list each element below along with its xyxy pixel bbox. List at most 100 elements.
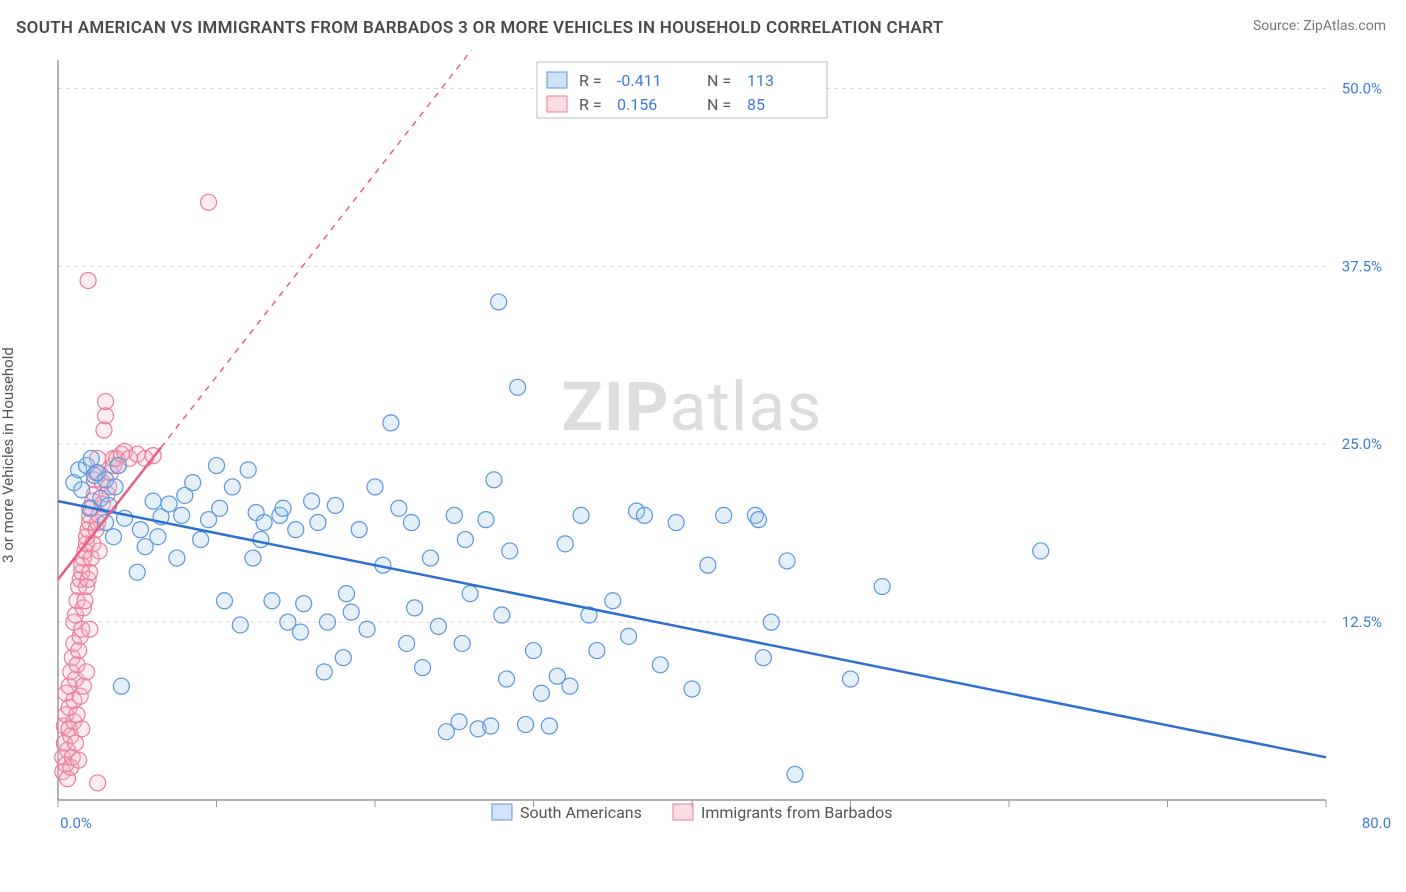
data-point bbox=[668, 515, 684, 531]
data-point bbox=[335, 650, 351, 666]
data-point bbox=[74, 721, 90, 737]
source-link[interactable]: ZipAtlas.com bbox=[1303, 18, 1386, 34]
data-point bbox=[755, 650, 771, 666]
data-point bbox=[874, 579, 890, 595]
data-point bbox=[486, 472, 502, 488]
data-point bbox=[457, 532, 473, 548]
data-point bbox=[343, 604, 359, 620]
data-point bbox=[557, 536, 573, 552]
scatter-plot-area: 12.5%25.0%37.5%50.0%ZIPatlas0.0%80.0%R =… bbox=[52, 50, 1392, 840]
data-point bbox=[338, 586, 354, 602]
data-point bbox=[185, 475, 201, 491]
data-point bbox=[403, 515, 419, 531]
legend-swatch bbox=[492, 804, 512, 820]
legend-label: Immigrants from Barbados bbox=[701, 803, 893, 822]
data-point bbox=[296, 596, 312, 612]
data-point bbox=[91, 543, 107, 559]
data-point bbox=[253, 532, 269, 548]
data-point bbox=[636, 507, 652, 523]
stats-n-value: 85 bbox=[747, 95, 765, 114]
data-point bbox=[446, 507, 462, 523]
data-point bbox=[621, 628, 637, 644]
data-point bbox=[399, 635, 415, 651]
data-point bbox=[74, 482, 90, 498]
data-point bbox=[275, 500, 291, 516]
data-point bbox=[526, 643, 542, 659]
data-point bbox=[430, 618, 446, 634]
data-point bbox=[700, 557, 716, 573]
data-point bbox=[77, 593, 93, 609]
data-point bbox=[293, 624, 309, 640]
data-point bbox=[422, 550, 438, 566]
data-point bbox=[491, 294, 507, 310]
data-point bbox=[478, 512, 494, 528]
data-point bbox=[494, 607, 510, 623]
data-point bbox=[212, 500, 228, 516]
y-tick-label: 12.5% bbox=[1342, 613, 1382, 631]
data-point bbox=[71, 643, 87, 659]
data-point bbox=[98, 408, 114, 424]
data-point bbox=[150, 529, 166, 545]
data-point bbox=[327, 497, 343, 513]
data-point bbox=[751, 512, 767, 528]
data-point bbox=[763, 614, 779, 630]
data-point bbox=[589, 643, 605, 659]
x-tick-label: 0.0% bbox=[60, 814, 92, 832]
legend-swatch bbox=[673, 804, 693, 820]
data-point bbox=[1033, 543, 1049, 559]
data-point bbox=[541, 718, 557, 734]
data-point bbox=[319, 614, 335, 630]
data-point bbox=[67, 735, 83, 751]
data-point bbox=[415, 660, 431, 676]
data-point bbox=[684, 681, 700, 697]
data-point bbox=[499, 671, 515, 687]
trend-line-dashed bbox=[161, 50, 486, 448]
data-point bbox=[145, 493, 161, 509]
stats-r-label: R = bbox=[579, 71, 602, 90]
data-point bbox=[113, 678, 129, 694]
data-point bbox=[71, 752, 87, 768]
data-point bbox=[216, 593, 232, 609]
stats-n-label: N = bbox=[707, 71, 731, 90]
trend-line-solid bbox=[58, 501, 1326, 757]
data-point bbox=[107, 479, 123, 495]
data-point bbox=[787, 766, 803, 782]
data-point bbox=[383, 415, 399, 431]
data-point bbox=[96, 422, 112, 438]
data-point bbox=[454, 635, 470, 651]
data-point bbox=[174, 507, 190, 523]
chart-title: SOUTH AMERICAN VS IMMIGRANTS FROM BARBAD… bbox=[16, 18, 943, 38]
data-point bbox=[201, 194, 217, 210]
data-point bbox=[562, 678, 578, 694]
watermark: ZIPatlas bbox=[562, 367, 823, 447]
data-point bbox=[533, 685, 549, 701]
data-point bbox=[716, 507, 732, 523]
data-point bbox=[573, 507, 589, 523]
data-point bbox=[98, 394, 114, 410]
legend-label: South Americans bbox=[520, 803, 642, 822]
data-point bbox=[193, 532, 209, 548]
data-point bbox=[359, 621, 375, 637]
stats-r-value: 0.156 bbox=[617, 95, 657, 114]
data-point bbox=[79, 664, 95, 680]
data-point bbox=[652, 657, 668, 673]
data-point bbox=[232, 617, 248, 633]
data-point bbox=[264, 593, 280, 609]
source-label: Source: bbox=[1253, 18, 1300, 34]
data-point bbox=[69, 707, 85, 723]
data-point bbox=[256, 515, 272, 531]
stats-n-value: 113 bbox=[747, 71, 774, 90]
stats-swatch bbox=[547, 72, 567, 88]
data-point bbox=[391, 500, 407, 516]
data-point bbox=[82, 621, 98, 637]
data-point bbox=[209, 458, 225, 474]
data-point bbox=[304, 493, 320, 509]
data-point bbox=[83, 450, 99, 466]
data-point bbox=[288, 522, 304, 538]
data-point bbox=[132, 522, 148, 538]
y-tick-label: 50.0% bbox=[1342, 79, 1382, 97]
data-point bbox=[110, 458, 126, 474]
data-point bbox=[90, 775, 106, 791]
y-axis-label: 3 or more Vehicles in Household bbox=[0, 347, 17, 563]
plot-svg: 12.5%25.0%37.5%50.0%ZIPatlas0.0%80.0%R =… bbox=[52, 50, 1392, 840]
